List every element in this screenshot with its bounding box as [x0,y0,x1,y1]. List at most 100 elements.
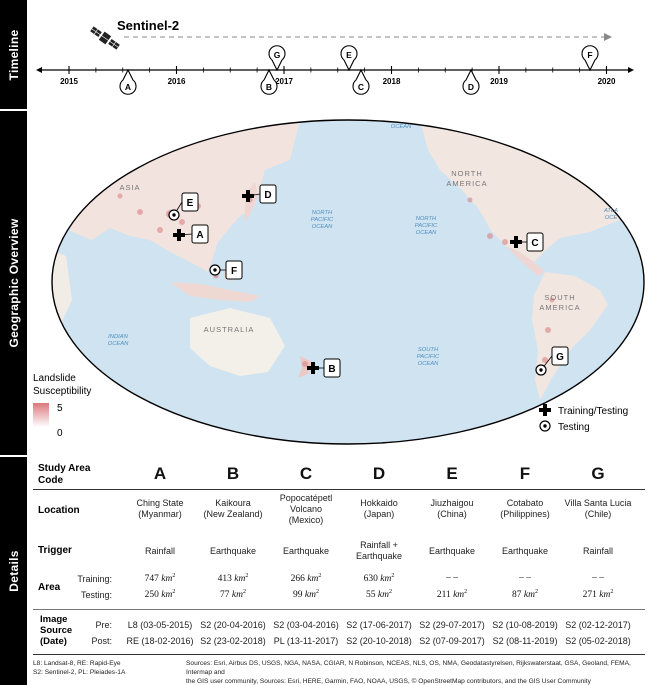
trigger-cell: Rainfall [122,546,198,557]
training-testing-icon [539,404,551,416]
svg-text:F: F [587,50,592,60]
location-line: Villa Santa Lucia [564,498,632,508]
image-source-word: Image [40,614,68,625]
area-unit-exp: 2 [388,589,392,595]
trigger-cell: Earthquake [268,546,344,557]
testing-area-value: 271 [582,590,597,601]
svg-text:C: C [531,238,538,249]
location-cell: Cotabato (Philippines) [487,498,563,520]
location-line: (China) [437,509,467,519]
svg-text:A: A [125,82,131,92]
svg-text:D: D [468,82,474,92]
ocean-label: INDIAN OCEAN [108,334,129,347]
world-map: OCEAN NORTH PACIFIC OCEAN NORTH PACIFIC OCEAN I… [51,119,645,445]
row-label-area: Area [38,582,61,593]
location-line: Volcano [289,504,323,514]
testing-area-cell: 87 km2 [487,589,563,600]
image-source-word: (Date) [40,636,67,647]
area-unit: km [304,590,316,601]
testing-area-cell: 211 km2 [414,589,490,600]
abbrev-line-2: S2: Sentinel-2, PL: Pleiades-1A [33,669,126,676]
trigger-line: Earthquake [428,546,476,556]
location-line: Kaikoura [215,498,251,508]
training-area-cell: – – [560,573,636,583]
location-line: Ching State [136,498,184,508]
timeline-marker-B: B [260,68,278,95]
study-area-code-header: Study Area Code [38,463,128,487]
testing-area-cell: 99 km2 [268,589,344,600]
susceptibility-legend: Landslide Susceptibility 5 0 [33,373,91,439]
pre-image-cell: S2 (17-06-2017) [346,620,412,630]
location-cell: Kaikoura (New Zealand) [195,498,271,520]
location-cell: Popocatépetl Volcano (Mexico) [268,493,344,526]
area-unit: km [234,574,246,585]
svg-text:A: A [196,230,203,241]
image-source-word: Source [40,625,73,636]
svg-text:G: G [556,352,564,363]
area-unit: km [307,574,319,585]
svg-text:C: C [358,82,364,92]
ocean-label: NORTH PACIFIC OCEAN [311,210,334,230]
svg-text:E: E [346,50,352,60]
code-D: D [372,464,386,483]
post-image-cell: RE (18-02-2016) [126,636,194,646]
location-line: (Mexico) [288,515,324,525]
training-area-value: 747 [144,574,159,585]
training-area-cell: – – [487,573,563,583]
pre-image-cell: S2 (02-12-2017) [565,620,631,630]
location-cell: Jiuzhaigou (China) [414,498,490,520]
continent-label: SOUTH AMERICA [539,293,580,312]
testing-area-cell: 250 km2 [122,589,198,600]
testing-area-value: 87 [512,590,522,601]
location-cell: Hokkaido (Japan) [341,498,417,520]
site-A: A [173,224,209,244]
svg-text:D: D [264,190,271,201]
area-unit-exp: 2 [172,573,176,579]
testing-area-value: 211 [436,590,451,601]
training-area-cell: 630 km2 [341,573,417,584]
abbreviations: L8: Landsat-8, RE: Rapid-Eye S2: Sentine… [33,659,163,677]
trigger-line: Rainfall + [360,540,398,550]
year-label: 2015 [60,77,78,86]
location-line: (Chile) [584,509,612,519]
training-area-cell: 747 km2 [122,573,198,584]
year-label: 2016 [168,77,186,86]
svg-text:E: E [187,198,194,209]
trigger-line: Rainfall [582,546,613,556]
pre-image-cell: S2 (03-04-2016) [273,620,339,630]
map-sites: A B C D E F G [168,184,569,378]
geo-label-text: Geographic Overview [6,218,21,348]
training-area-value: 266 [290,574,305,585]
area-unit: km [453,590,465,601]
post-image-cell: S2 (07-09-2017) [419,636,485,646]
ocean-label: ATLA OCE [603,208,618,221]
trigger-line: Earthquake [501,546,549,556]
post-image-cell: S2 (20-10-2018) [346,636,412,646]
code-C: C [299,464,313,483]
header-rule [33,489,645,490]
site-D: D [242,184,277,204]
ocean-label: SOUTH PACIFIC OCEAN [417,347,440,367]
code-F: F [519,464,531,483]
training-area-value: – – [446,573,458,583]
timeline-years: 2015 2016 2017 2018 2019 2020 [60,77,616,86]
testing-area-cell: 55 km2 [341,589,417,600]
legend-title-1: Landslide [33,373,76,384]
year-label: 2019 [490,77,508,86]
location-line: (Myanmar) [138,509,182,519]
abbrev-line-1: L8: Landsat-8, RE: Rapid-Eye [33,660,121,667]
bottom-rule [33,654,645,655]
year-label: 2020 [598,77,616,86]
post-image-cell: PL (13-11-2017) [273,636,339,646]
area-unit-exp: 2 [464,589,468,595]
area-unit-exp: 2 [172,589,176,595]
location-line: Hokkaido [360,498,398,508]
training-area-cell: – – [414,573,490,583]
row-label-location: Location [38,505,80,516]
row-label-trigger: Trigger [38,545,72,556]
area-unit-exp: 2 [610,589,614,595]
location-line: (Japan) [363,509,395,519]
location-cell: Ching State (Myanmar) [122,498,198,520]
trigger-cell: Earthquake [195,546,271,557]
testing-icon [539,420,551,432]
